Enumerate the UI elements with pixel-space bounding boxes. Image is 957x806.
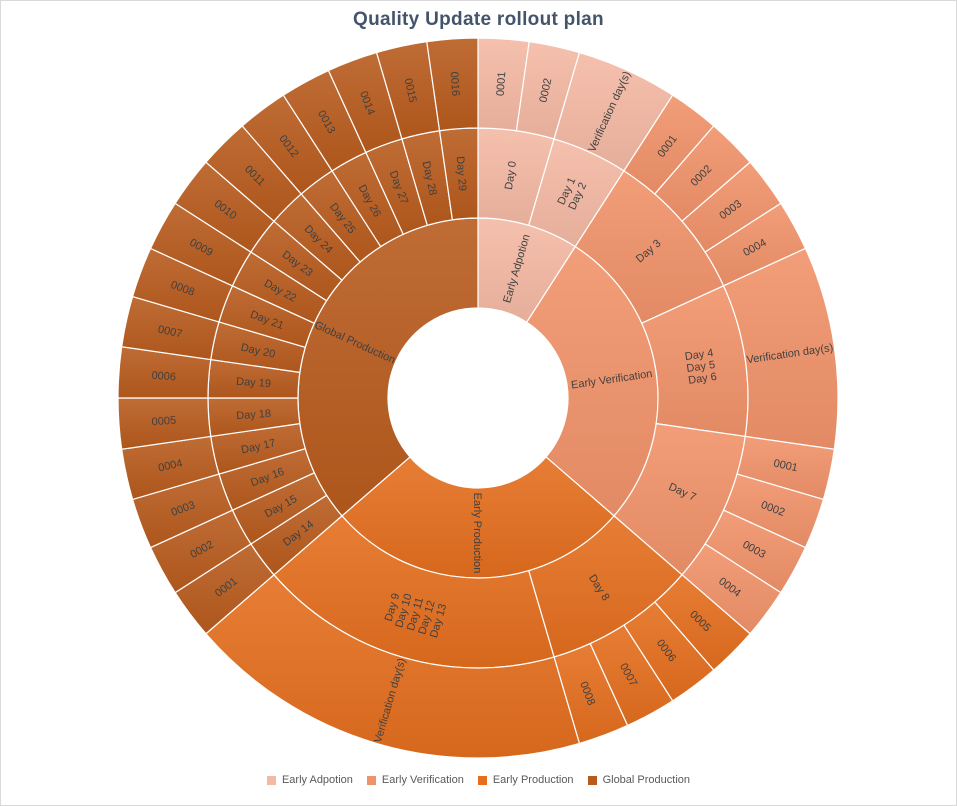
segment-label: Early Production <box>471 493 483 574</box>
segment-label: Day 29 <box>454 156 468 192</box>
legend-swatch <box>587 775 597 785</box>
segment-label: 0001 <box>495 71 509 96</box>
segment-label: Day 19 <box>236 376 272 390</box>
legend-swatch <box>477 775 487 785</box>
legend-label: Early Adpotion <box>281 774 353 786</box>
segment-label: 0015 <box>402 77 419 103</box>
segment-label: 0004 <box>157 457 183 474</box>
segment-item-0016[interactable] <box>426 37 479 132</box>
segment-label: 0007 <box>157 324 183 341</box>
legend-label: Early Verification <box>381 774 464 786</box>
segment-label: Day 9Day 10Day 11Day 12Day 13 <box>382 589 449 639</box>
segment-label: 0002 <box>537 77 554 103</box>
legend-item-global-production[interactable]: Global Production <box>587 774 691 786</box>
segment-label: 0016 <box>448 71 462 96</box>
segment-label: Day 0 <box>503 160 519 190</box>
segment-label: 0005 <box>151 415 176 429</box>
segment-label: Day 18 <box>236 408 272 422</box>
legend: Early Adpotion Early Verification Early Pr… <box>0 774 957 786</box>
legend-item-early-adpotion[interactable]: Early Adpotion <box>266 774 353 786</box>
legend-label: Global Production <box>602 774 691 786</box>
segment-label: Day 4Day 5Day 6 <box>684 347 718 387</box>
segment-label: 0006 <box>151 370 176 384</box>
legend-swatch <box>266 775 276 785</box>
segment-label: 0001 <box>772 457 798 474</box>
legend-swatch <box>366 775 376 785</box>
chart-title: Quality Update rollout plan <box>353 9 604 30</box>
legend-label: Early Production <box>492 774 574 786</box>
legend-item-early-production[interactable]: Early Production <box>477 774 574 786</box>
legend-item-early-verification[interactable]: Early Verification <box>366 774 464 786</box>
